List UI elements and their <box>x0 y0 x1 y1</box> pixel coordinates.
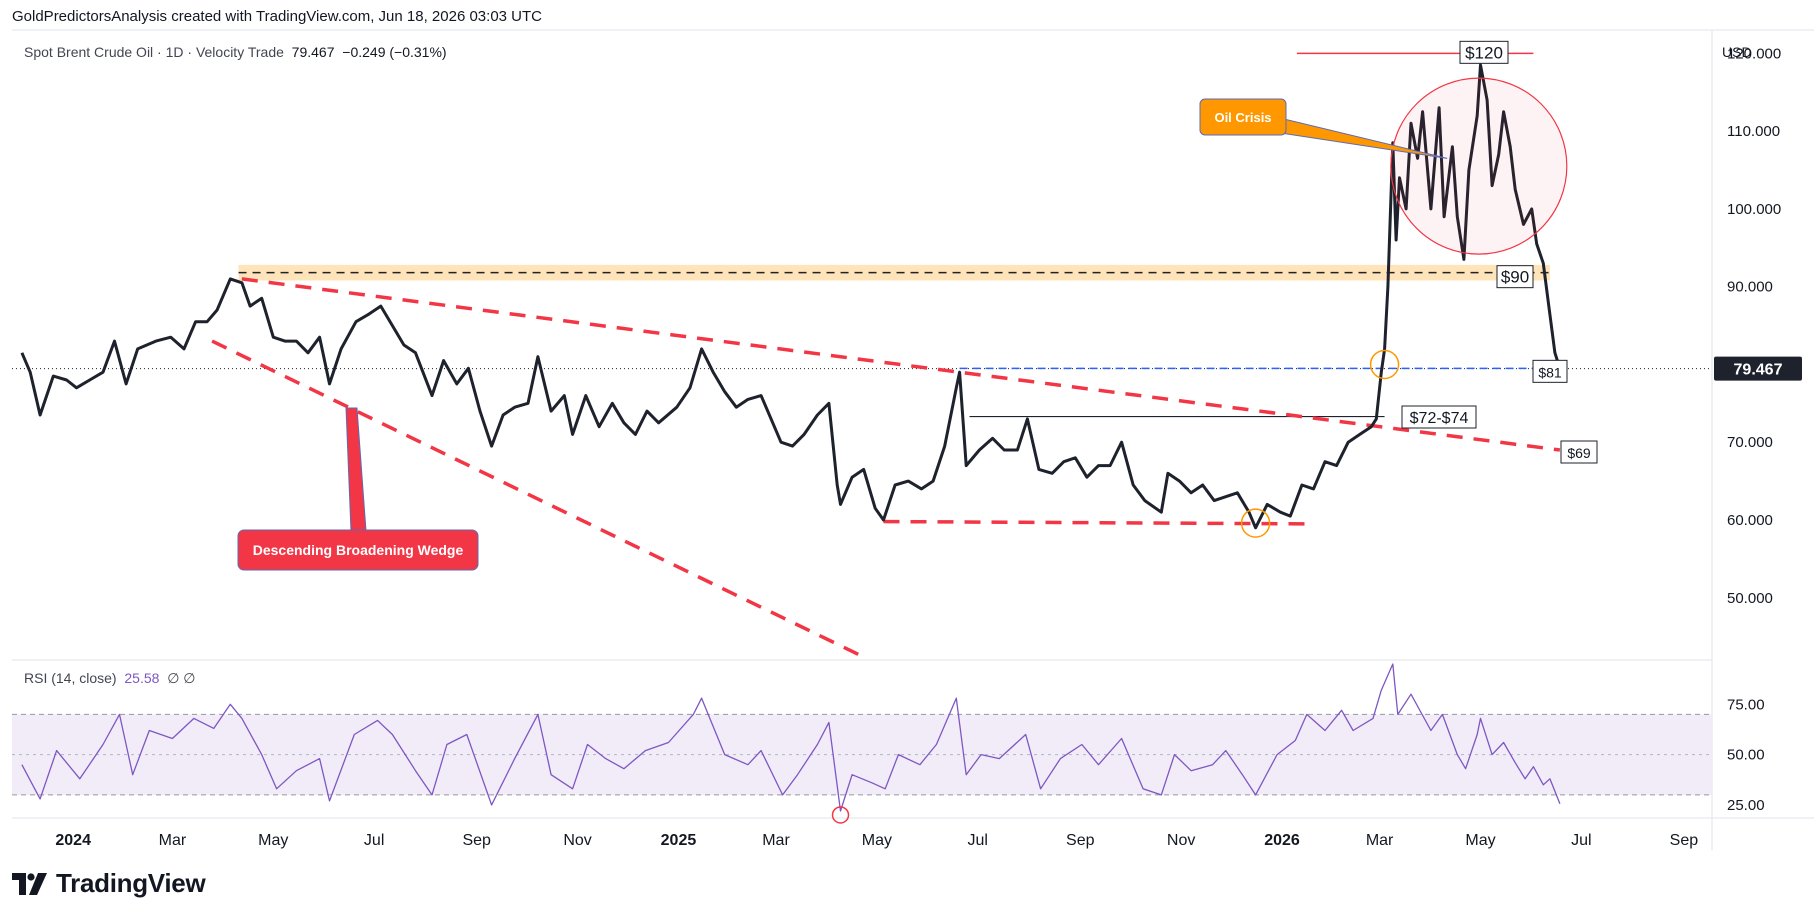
last-price-badge-label: 79.467 <box>1734 362 1783 379</box>
time-axis-tick: Mar <box>159 832 187 849</box>
label-120-box <box>1459 40 1509 64</box>
price-axis-tick: 110.000 <box>1727 123 1780 140</box>
rsi-axis-tick: 25.00 <box>1727 797 1765 814</box>
label-120: $120 <box>1465 43 1503 62</box>
tradingview-logo[interactable]: TradingView <box>12 868 206 899</box>
time-axis-tick: Nov <box>563 832 591 849</box>
time-axis-tick: Sep <box>462 832 491 849</box>
wedge-pointer <box>345 407 367 532</box>
time-axis-tick: Sep <box>1670 832 1699 849</box>
trendline-1 <box>241 277 1561 452</box>
resistance-zone-90 <box>238 264 1550 281</box>
time-axis-tick: Jul <box>364 832 384 849</box>
time-axis-tick: 2026 <box>1264 832 1300 849</box>
wedge-label: Descending Broadening Wedge <box>253 542 464 558</box>
time-axis-tick: Sep <box>1066 832 1095 849</box>
rsi-legend[interactable]: RSI (14, close) 25.58 ∅ ∅ <box>24 670 195 687</box>
price-axis-tick: 100.000 <box>1727 201 1781 218</box>
rsi-value: 25.58 <box>124 670 160 686</box>
label-72-74-box <box>1401 405 1477 429</box>
breakout-circle <box>1369 349 1400 380</box>
time-axis-tick: Jul <box>968 832 988 849</box>
symbol-name: Spot Brent Crude Oil · 1D · Velocity Tra… <box>24 44 284 60</box>
price-change: −0.249 (−0.31%) <box>342 44 447 60</box>
price-axis-tick: 50.000 <box>1727 590 1773 607</box>
oil-crisis-circle <box>1390 77 1568 255</box>
price-axis-tick: 120.000 <box>1727 45 1781 62</box>
last-price-badge <box>1714 356 1802 381</box>
label-81: $81 <box>1538 364 1562 380</box>
last-value: 79.467 <box>291 44 335 60</box>
chart-credit: GoldPredictorsAnalysis created with Trad… <box>12 8 542 25</box>
label-72-74: $72-$74 <box>1410 410 1469 427</box>
label-69-box <box>1560 440 1598 464</box>
price-axis-tick: 90.000 <box>1727 279 1773 296</box>
currency-selector[interactable]: USD <box>1722 44 1752 60</box>
rsi-low-marker <box>831 806 850 824</box>
rsi-label: RSI (14, close) <box>24 670 117 686</box>
label-90: $90 <box>1501 268 1529 287</box>
time-axis-tick: Mar <box>762 832 790 849</box>
time-axis-tick: Jul <box>1571 832 1591 849</box>
time-axis-tick: Mar <box>1366 832 1394 849</box>
time-axis-tick: May <box>258 832 288 849</box>
label-81-box <box>1532 359 1568 383</box>
label-90-box <box>1496 265 1534 289</box>
symbol-legend[interactable]: Spot Brent Crude Oil · 1D · Velocity Tra… <box>24 44 447 60</box>
rsi-axis-tick: 50.00 <box>1727 747 1765 764</box>
bottom-circle <box>1240 508 1271 538</box>
trendline-2 <box>211 339 863 658</box>
time-axis-tick: Nov <box>1167 832 1195 849</box>
oil-crisis-callout <box>1199 98 1287 136</box>
tradingview-logo-icon <box>12 872 47 895</box>
time-axis-tick: 2025 <box>661 832 697 849</box>
price-axis-tick: 60.000 <box>1727 512 1773 529</box>
rsi-flags: ∅ ∅ <box>167 670 196 686</box>
oil-crisis-label: Oil Crisis <box>1214 110 1271 125</box>
label-69: $69 <box>1567 445 1591 461</box>
time-axis-tick: 2024 <box>55 832 91 849</box>
time-axis-tick: May <box>862 832 892 849</box>
trendline-3 <box>883 519 1314 526</box>
price-axis-tick: 70.000 <box>1727 434 1773 451</box>
wedge-callout <box>237 529 479 571</box>
rsi-series-line <box>21 663 1561 812</box>
tradingview-logo-text: TradingView <box>56 868 206 898</box>
rsi-axis-tick: 75.00 <box>1727 696 1765 713</box>
time-axis-tick: May <box>1465 832 1495 849</box>
